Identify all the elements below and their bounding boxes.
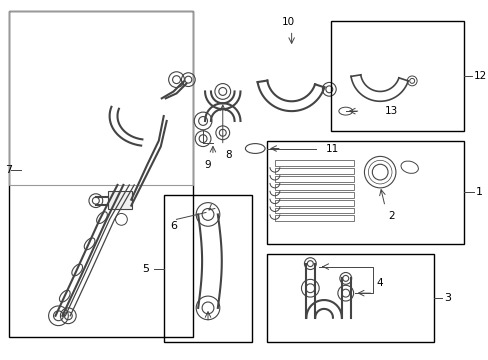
Text: 7: 7 — [5, 165, 12, 175]
Text: 5: 5 — [142, 264, 149, 274]
Text: 1: 1 — [475, 187, 482, 197]
Text: 11: 11 — [325, 144, 339, 153]
Text: 10: 10 — [282, 18, 295, 27]
Bar — [274, 192, 353, 198]
Bar — [274, 200, 353, 206]
Bar — [274, 160, 353, 166]
Bar — [274, 176, 353, 182]
Bar — [9, 11, 193, 185]
Bar — [274, 215, 353, 221]
Text: 2: 2 — [387, 211, 394, 221]
Text: 9: 9 — [204, 160, 211, 170]
Bar — [274, 168, 353, 174]
Text: 8: 8 — [225, 150, 232, 161]
Text: 13: 13 — [385, 106, 398, 116]
Text: 6: 6 — [170, 221, 177, 231]
Text: 3: 3 — [443, 293, 450, 303]
Bar — [274, 208, 353, 213]
Text: 4: 4 — [375, 278, 382, 288]
Bar — [163, 195, 252, 342]
Bar — [9, 11, 193, 337]
Bar — [266, 141, 463, 244]
Bar — [274, 184, 353, 190]
Text: 12: 12 — [473, 71, 486, 81]
Bar — [330, 21, 463, 131]
Bar — [266, 254, 433, 342]
Bar — [107, 191, 132, 208]
